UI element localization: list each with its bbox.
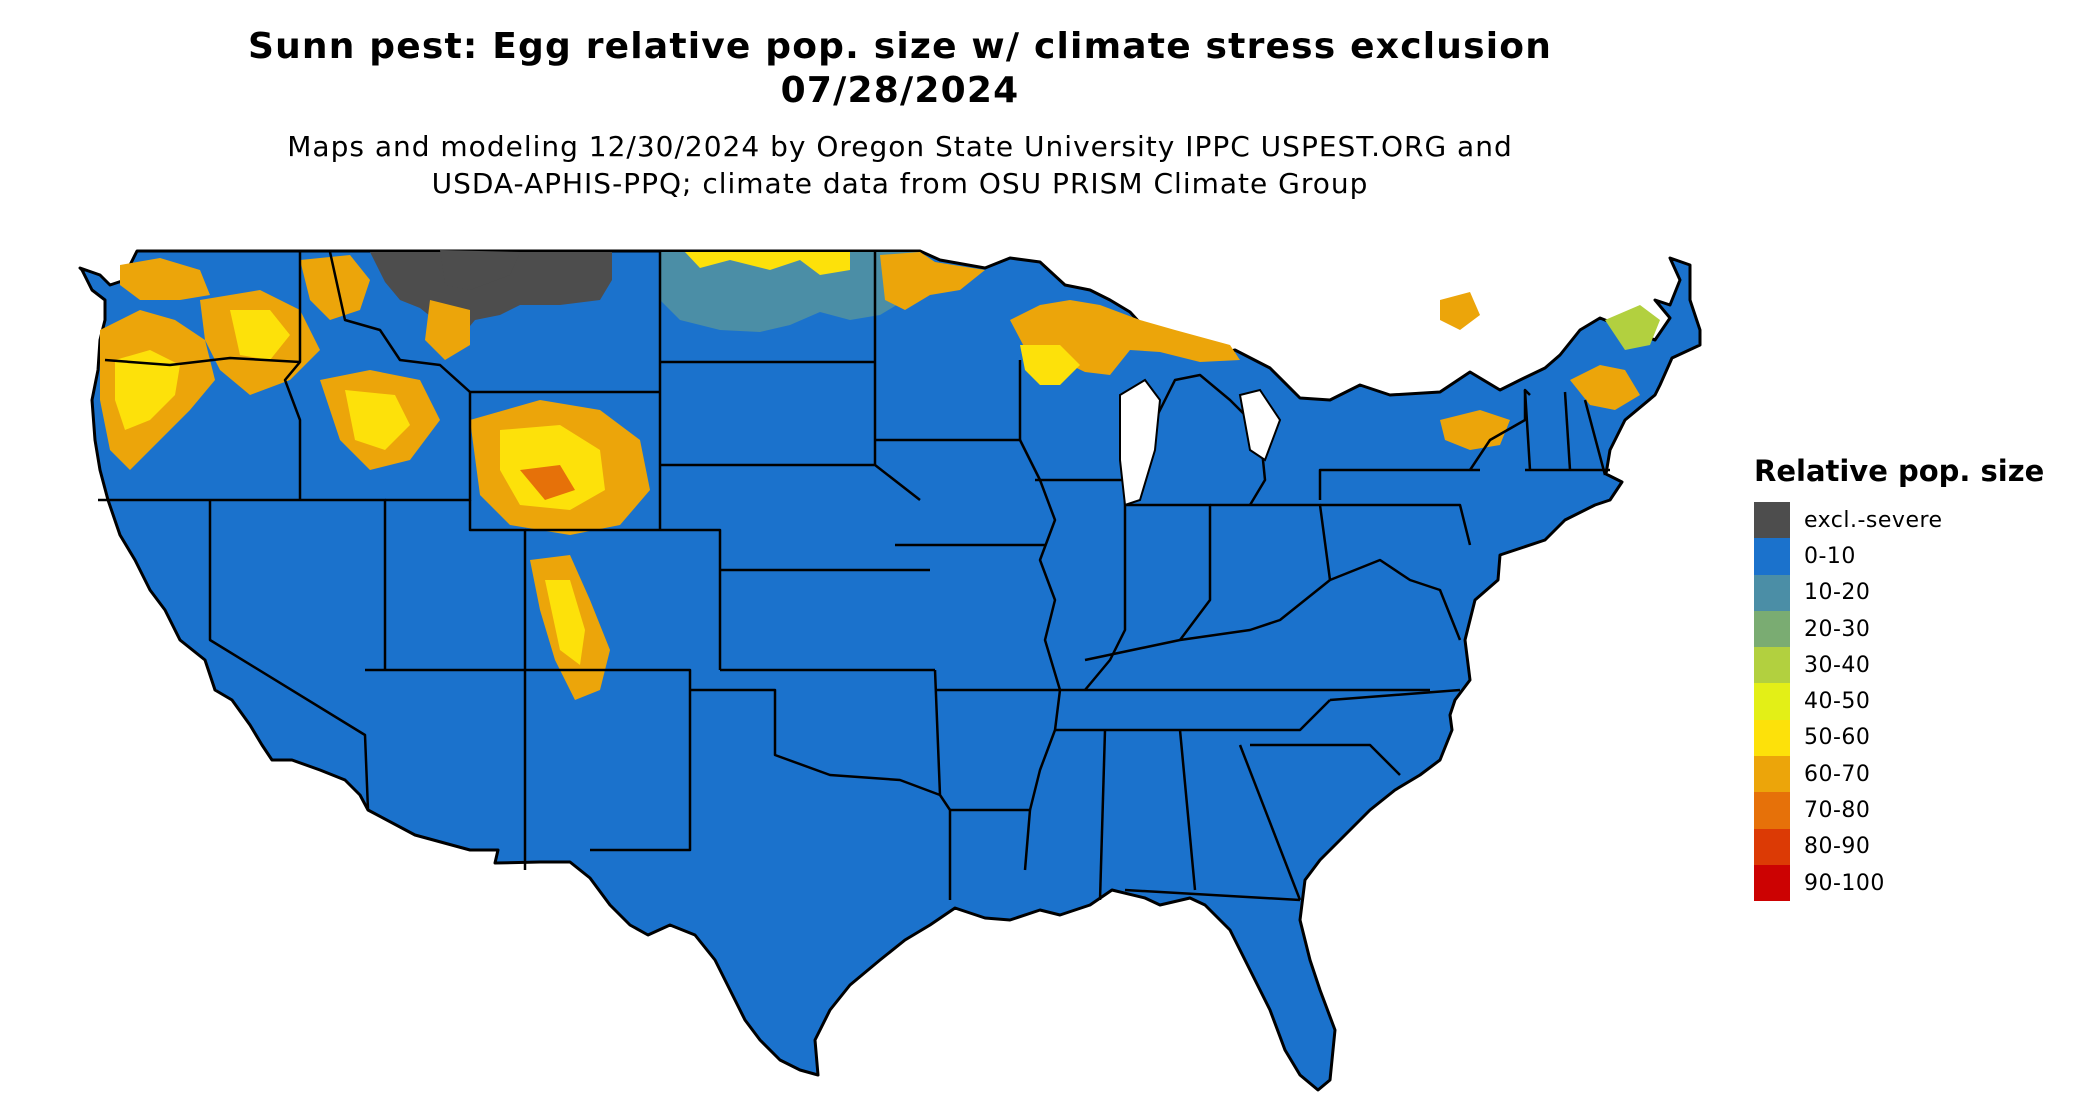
legend-item: 10-20 xyxy=(1754,574,2044,611)
hotspot-new-england xyxy=(1440,292,1660,450)
legend-item: 80-90 xyxy=(1754,828,2044,865)
legend-label: 0-10 xyxy=(1804,543,1856,569)
map-credits-line-2: USDA-APHIS-PPQ; climate data from OSU PR… xyxy=(431,167,1369,200)
legend-item: excl.-severe xyxy=(1754,502,2044,539)
legend-swatch xyxy=(1754,538,1790,575)
legend-swatch xyxy=(1754,683,1790,720)
legend-swatch xyxy=(1754,792,1790,829)
legend-label: 50-60 xyxy=(1804,725,1871,751)
legend-title: Relative pop. size xyxy=(1754,454,2045,488)
legend-swatch xyxy=(1754,610,1790,648)
legend-item: 70-80 xyxy=(1754,792,2044,829)
legend-swatch xyxy=(1754,828,1790,865)
legend-label: 30-40 xyxy=(1804,652,1871,678)
hotspot-upper-michigan-yellow xyxy=(1020,345,1080,385)
legend-swatch xyxy=(1754,719,1790,757)
legend-label: 70-80 xyxy=(1804,798,1871,824)
legend-label: 20-30 xyxy=(1804,616,1871,642)
hotspot-central-rockies xyxy=(440,250,650,700)
legend-label: 60-70 xyxy=(1804,761,1871,787)
legend-item: 20-30 xyxy=(1754,610,2044,648)
hotspot-arrowhead xyxy=(880,252,985,310)
hotspot-northern-plains xyxy=(660,252,925,332)
legend-item: 50-60 xyxy=(1754,719,2044,757)
legend-swatch xyxy=(1754,864,1790,902)
legend: Relative pop. size excl.-severe 0-10 10-20… xyxy=(1754,454,2045,902)
map-credits-line-1: Maps and modeling 12/30/2024 by Oregon S… xyxy=(287,130,1513,163)
great-lakes xyxy=(1119,378,1282,507)
legend-label: 80-90 xyxy=(1804,834,1871,860)
legend-swatch xyxy=(1754,647,1790,684)
state-borders xyxy=(98,251,1610,902)
legend-item: 30-40 xyxy=(1754,647,2044,684)
legend-label: 40-50 xyxy=(1804,689,1871,715)
legend-label: 10-20 xyxy=(1804,580,1871,606)
legend-item: 40-50 xyxy=(1754,683,2044,720)
map-date: 07/28/2024 xyxy=(780,70,1020,111)
legend-swatch xyxy=(1754,756,1790,793)
legend-swatch xyxy=(1754,574,1790,611)
exclusion-zone-montana xyxy=(370,252,612,340)
legend-item: 90-100 xyxy=(1754,864,2044,902)
legend-rows: excl.-severe 0-10 10-20 20-30 30-40 40-50 50-6… xyxy=(1754,502,2044,902)
legend-item: 60-70 xyxy=(1754,756,2044,793)
hotspot-northern-plains-yellow xyxy=(685,252,850,275)
hotspot-pacific-northwest xyxy=(100,255,470,470)
legend-item: 0-10 xyxy=(1754,538,2044,575)
map-title: Sunn pest: Egg relative pop. size w/ cli… xyxy=(247,26,1553,67)
legend-label: 90-100 xyxy=(1804,870,1885,896)
legend-swatch xyxy=(1754,502,1790,539)
legend-label: excl.-severe xyxy=(1804,507,1943,533)
